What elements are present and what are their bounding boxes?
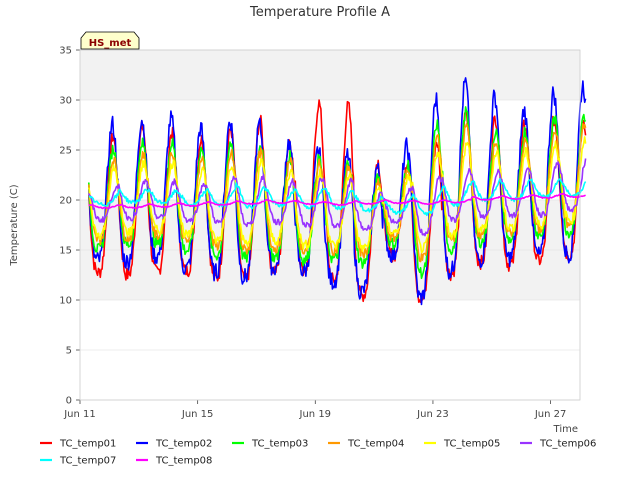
annotation-label: HS_met <box>89 38 132 49</box>
series-line-TC_temp06 <box>88 158 587 237</box>
chart-title: Temperature Profile A <box>249 5 390 20</box>
x-tick-label: Jun 19 <box>299 409 332 420</box>
legend-label: TC_temp01 <box>59 439 116 450</box>
y-tick-label: 20 <box>59 196 72 207</box>
y-tick-label: 30 <box>59 96 72 107</box>
grid-band <box>80 50 580 100</box>
y-tick-label: 35 <box>59 46 72 57</box>
y-tick-label: 5 <box>66 346 72 357</box>
x-tick-label: Jun 27 <box>534 409 567 420</box>
y-axis-label: Temperature (C) <box>9 184 20 266</box>
y-tick-label: 15 <box>59 246 72 257</box>
series-line-TC_temp08 <box>88 192 586 210</box>
x-tick-label: Jun 23 <box>416 409 449 420</box>
x-tick-label: Jun 11 <box>63 409 96 420</box>
y-tick-label: 25 <box>59 146 72 157</box>
series-lines <box>88 77 587 306</box>
series-line-TC_temp03 <box>88 106 587 280</box>
y-axis-ticks: 0 5 10 15 20 25 30 35 <box>59 46 80 407</box>
legend: TC_temp01 TC_temp02 TC_temp03 TC_temp04 TC_t… <box>40 439 596 467</box>
legend-label: TC_temp04 <box>347 439 404 450</box>
legend-label: TC_temp06 <box>539 439 596 450</box>
hs-met-annotation: HS_met <box>80 31 140 50</box>
annotation-box <box>80 31 140 50</box>
legend-label: TC_temp05 <box>443 439 500 450</box>
x-axis-ticks: Jun 11 Jun 15 Jun 19 Jun 23 Jun 27 <box>63 400 566 420</box>
legend-label: TC_temp03 <box>251 439 308 450</box>
series-line-TC_temp07 <box>88 178 587 217</box>
x-axis-label: Time <box>553 424 578 435</box>
legend-label: TC_temp08 <box>155 456 212 467</box>
series-line-TC_temp02 <box>88 77 587 306</box>
legend-label: TC_temp02 <box>155 439 212 450</box>
x-tick-label: Jun 15 <box>181 409 214 420</box>
plot-frame <box>79 49 581 401</box>
y-tick-label: 0 <box>66 396 72 407</box>
y-tick-label: 10 <box>59 296 72 307</box>
legend-label: TC_temp07 <box>59 456 116 467</box>
